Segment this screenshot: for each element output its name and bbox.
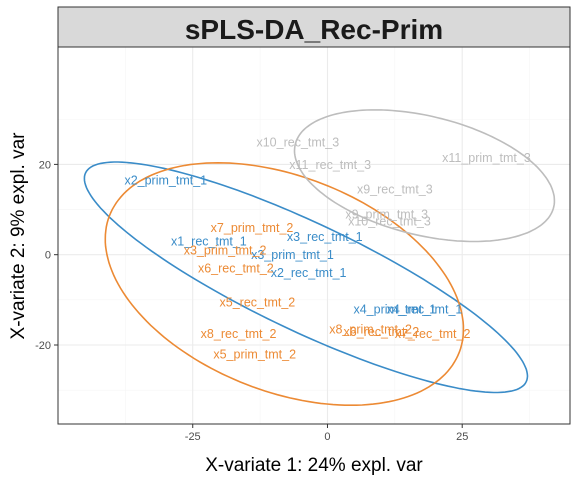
title-strip: sPLS-DA_Rec-Prim xyxy=(57,6,571,48)
point-label: x3_rec_tmt_1 xyxy=(287,230,363,244)
point-label: x11_prim_tmt_3 xyxy=(442,151,531,165)
y-tick-label: 20 xyxy=(39,159,51,171)
point-label: x6_rec_tmt_2 xyxy=(344,325,420,339)
x-axis-title: X-variate 1: 24% expl. var xyxy=(205,455,423,476)
point-label: x9_rec_tmt_3 xyxy=(357,183,433,197)
grid-lines xyxy=(58,47,570,424)
sample-labels: x2_prim_tmt_1 x1_rec_tmt_1 x3_rec_tmt_1 x3_… xyxy=(124,135,530,361)
y-axis-title: X-variate 2: 9% expl. var xyxy=(8,132,29,340)
x-tick-label: 25 xyxy=(456,431,468,443)
point-label: x4_prim_tmt_1 xyxy=(353,302,436,316)
point-label: x6_rec_tmt_2 xyxy=(198,262,274,276)
point-label: x11_rec_tmt_3 xyxy=(289,158,371,172)
title-strip-background xyxy=(57,6,571,48)
point-label: x3_prim_tmt_2 xyxy=(184,244,267,258)
x-tick-label: -25 xyxy=(185,431,201,443)
point-label: x5_rec_tmt_2 xyxy=(220,296,296,310)
chart-title: sPLS-DA_Rec-Prim xyxy=(185,14,443,45)
confidence-ellipses xyxy=(83,109,556,407)
ellipse-orange xyxy=(104,161,465,407)
point-label: x5_prim_tmt_2 xyxy=(213,348,296,362)
point-label: x8_prim_tmt_2 xyxy=(329,323,412,337)
point-label: x2_rec_tmt_1 xyxy=(271,266,347,280)
y-tick-label: -20 xyxy=(35,340,51,352)
point-label: x7_rec_tmt_2 xyxy=(395,327,471,341)
plot-panel-background xyxy=(58,47,570,424)
point-label: x9_prim_tmt_3 xyxy=(345,208,428,222)
point-label: x2_prim_tmt_1 xyxy=(124,174,207,188)
axis-ticks: -25 0 25 -20 0 20 xyxy=(35,159,468,443)
point-label: x8_rec_tmt_2 xyxy=(201,327,277,341)
ellipse-grey xyxy=(293,109,556,243)
plot-panel-border xyxy=(57,46,571,425)
x-tick-label: 0 xyxy=(324,431,330,443)
y-tick-label: 0 xyxy=(45,250,51,262)
point-label: x10_rec_tmt_3 xyxy=(256,135,339,149)
point-label: x10_rec_tmt_3 xyxy=(348,214,431,228)
point-label: x1_rec_tmt_1 xyxy=(171,235,247,249)
ellipse-blue xyxy=(83,161,529,394)
point-label: x7_prim_tmt_2 xyxy=(211,221,294,235)
point-label: x3_prim_tmt_1 xyxy=(251,248,334,262)
point-label: x4_rec_tmt_1 xyxy=(387,302,463,316)
